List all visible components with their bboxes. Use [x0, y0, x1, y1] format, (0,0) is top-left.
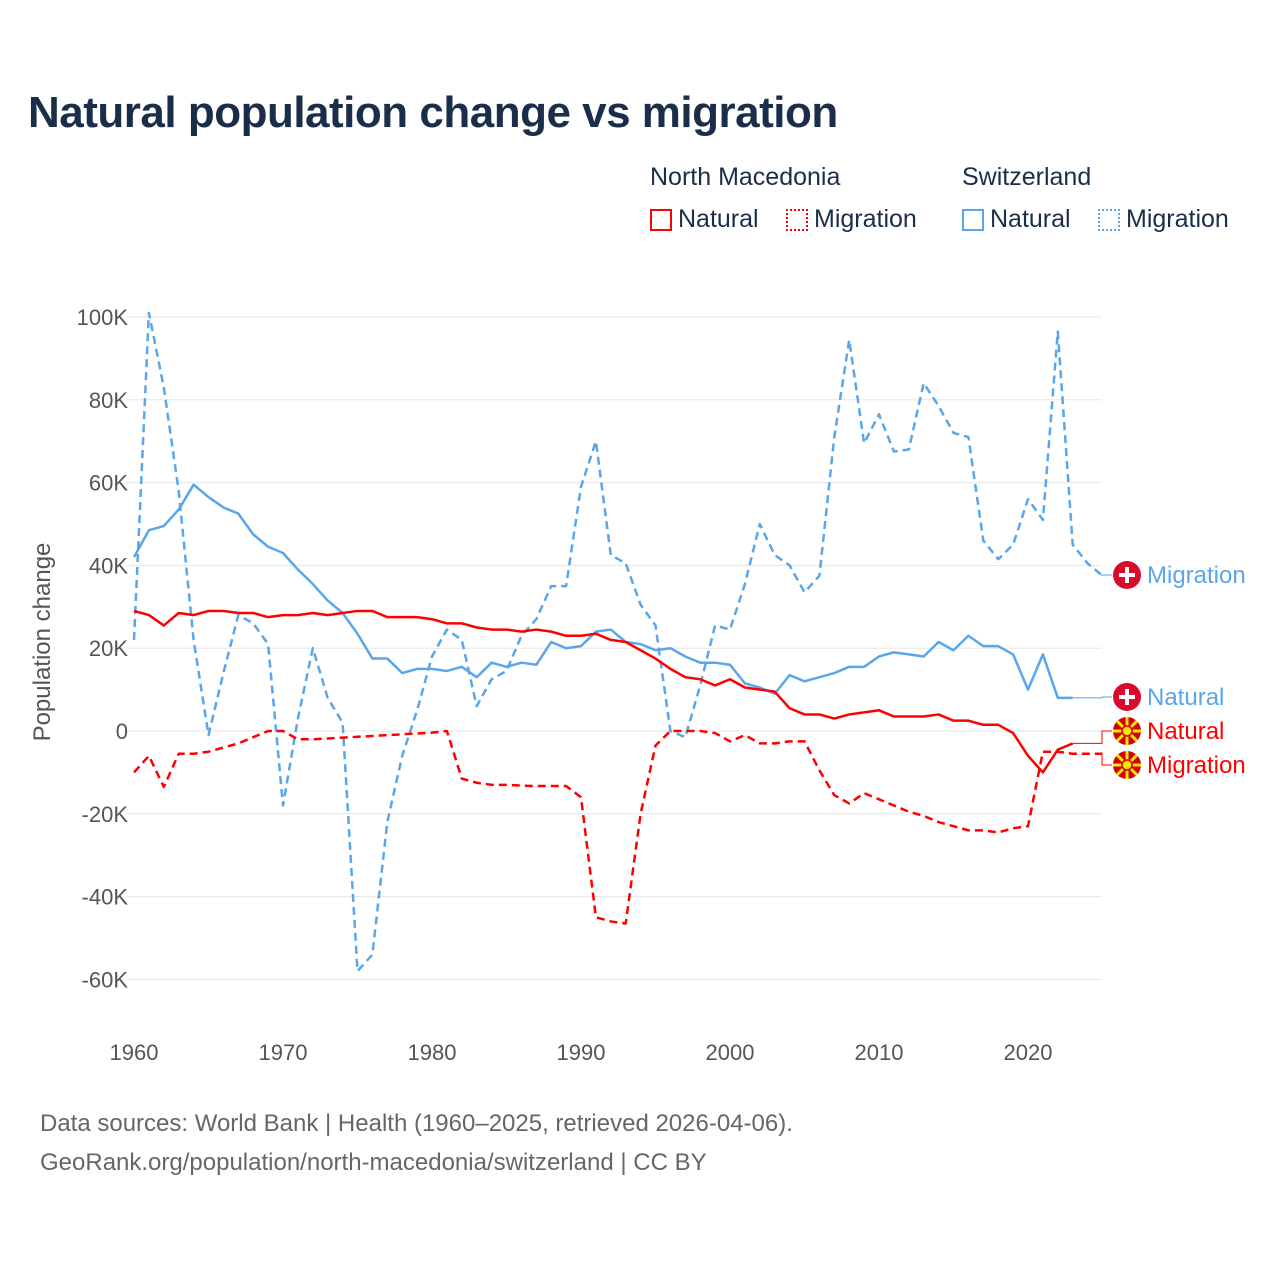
north-macedonia-flag-icon	[1113, 751, 1141, 779]
source-url[interactable]: GeoRank.org/population/north-macedonia/s…	[40, 1149, 707, 1176]
x-tick-label: 2020	[1004, 1040, 1053, 1065]
series-end-label: Natural	[1147, 718, 1224, 745]
y-axis-label: Population change	[29, 543, 56, 742]
y-tick-label: 0	[116, 719, 128, 744]
series-line-north-macedonia-natural	[133, 609, 1074, 774]
source-note: Data sources: World Bank | Health (1960–…	[40, 1110, 793, 1137]
legend-label: Natural	[678, 205, 759, 233]
series-end-label: Migration	[1147, 752, 1246, 779]
legend-item-mk-migration[interactable]: Migration	[786, 205, 917, 234]
y-tick-label: 80K	[89, 388, 128, 413]
y-tick-label: 40K	[89, 553, 128, 578]
legend-heading-north-macedonia: North Macedonia	[650, 163, 841, 191]
legend-item-mk-natural[interactable]: Natural	[650, 205, 759, 234]
series-line-switzerland-migration	[132, 311, 1104, 973]
label-connector	[1101, 753, 1112, 766]
solid-swatch-icon	[962, 208, 984, 231]
flag-sun	[1121, 725, 1133, 737]
y-tick-label: 100K	[77, 305, 129, 330]
swiss-flag-icon	[1113, 683, 1141, 711]
label-connector	[1101, 574, 1112, 577]
chart-title: Natural population change vs migration	[28, 88, 838, 137]
x-tick-label: 1960	[110, 1040, 159, 1065]
north-macedonia-flag-icon	[1113, 717, 1141, 745]
dotted-swatch-icon	[1098, 208, 1120, 231]
dotted-swatch-icon	[786, 208, 808, 231]
legend-label: Migration	[814, 205, 917, 233]
series-end-label: Migration	[1147, 562, 1246, 589]
legend-heading-switzerland: Switzerland	[962, 163, 1092, 191]
y-tick-label: -40K	[82, 885, 129, 910]
series-end-label: Natural	[1147, 684, 1224, 711]
series-line-switzerland-natural	[132, 483, 1073, 700]
x-tick-label: 2000	[706, 1040, 755, 1065]
flag-cross	[1119, 573, 1135, 577]
label-connector	[1072, 696, 1112, 699]
y-tick-label: 20K	[89, 636, 128, 661]
x-tick-label: 2010	[855, 1040, 904, 1065]
x-tick-label: 1970	[259, 1040, 308, 1065]
legend-item-ch-migration[interactable]: Migration	[1098, 205, 1229, 234]
y-tick-label: -60K	[82, 967, 129, 992]
swiss-flag-icon	[1113, 561, 1141, 589]
series-line-north-macedonia-migration	[133, 729, 1103, 925]
x-tick-label: 1980	[408, 1040, 457, 1065]
flag-sun	[1121, 759, 1133, 771]
x-tick-label: 1990	[557, 1040, 606, 1065]
flag-cross	[1119, 695, 1135, 699]
y-tick-label: -20K	[82, 802, 129, 827]
label-connector	[1072, 730, 1112, 744]
legend-label: Natural	[990, 205, 1071, 233]
legend-item-ch-natural[interactable]: Natural	[962, 205, 1071, 234]
legend-label: Migration	[1126, 205, 1229, 233]
y-tick-label: 60K	[89, 471, 128, 496]
solid-swatch-icon	[650, 208, 672, 231]
